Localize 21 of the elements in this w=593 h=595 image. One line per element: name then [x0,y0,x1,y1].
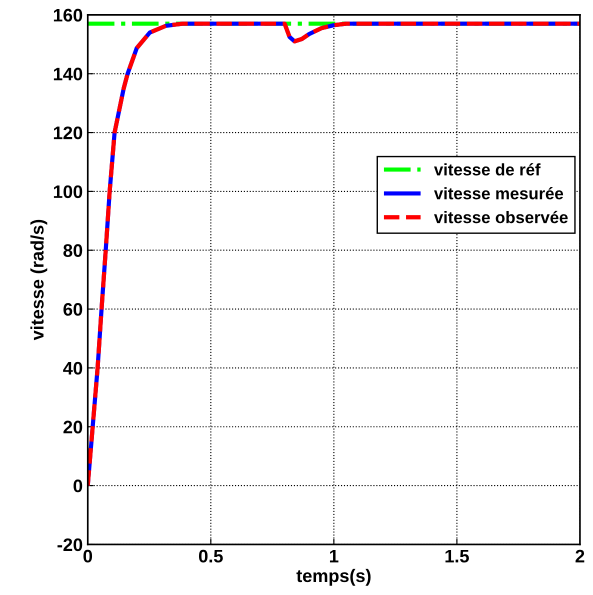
y-tick-label: 0 [74,480,82,492]
y-tick-label: 60 [63,303,82,316]
x-tick-label: 1 [330,550,338,562]
y-tick-label: 120 [54,126,82,140]
x-tick-label: 2 [576,550,584,562]
line-series [88,22,580,488]
y-tick-label: 140 [54,68,82,80]
y-axis-title: vitesse (rad/s) [30,220,48,340]
y-tick-label: 100 [54,185,82,198]
y-tick-label: -20 [58,538,82,552]
y-tick-label: 40 [63,362,82,375]
legend-label: vitesse mesurée [434,187,564,200]
y-tick-label: 160 [54,8,82,22]
x-tick-label: 1.5 [445,550,469,563]
legend-label: vitesse de réf [434,163,541,176]
y-tick-label: 80 [63,244,82,257]
y-tick-label: 20 [63,420,82,434]
x-axis-title: temps(s) [296,568,371,586]
x-tick-label: 0 [83,550,92,563]
x-tick-label: 0.5 [198,550,223,563]
legend-label: vitesse observée [434,210,568,224]
